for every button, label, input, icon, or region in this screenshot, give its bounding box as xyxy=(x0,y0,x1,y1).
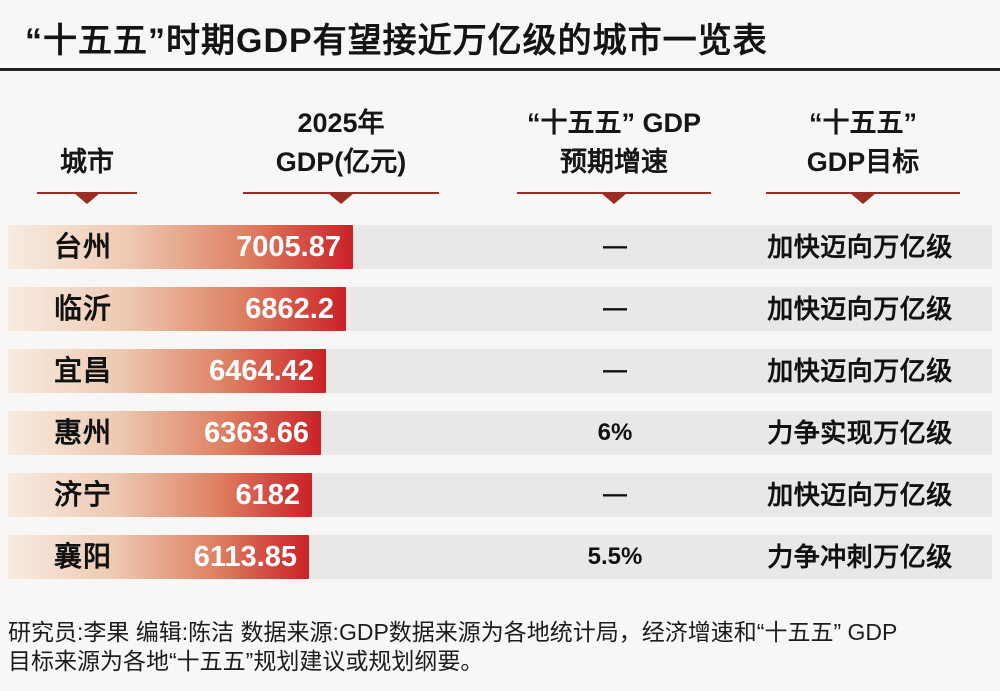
triangle-down-icon xyxy=(74,193,100,204)
row-target: 加快迈向万亿级 xyxy=(767,356,953,386)
column-header-target: “十五五” GDP目标 xyxy=(766,95,960,204)
triangle-down-icon xyxy=(850,193,876,204)
table-row: 台州 7005.87 — 加快迈向万亿级 xyxy=(8,225,992,269)
table-row: 宜昌 6464.42 — 加快迈向万亿级 xyxy=(8,349,992,393)
gdp-bar xyxy=(8,411,321,455)
row-city: 临沂 xyxy=(54,293,113,324)
triangle-down-icon xyxy=(328,193,354,204)
row-city: 宜昌 xyxy=(54,355,113,386)
gdp-bar xyxy=(8,225,353,269)
row-growth: — xyxy=(603,295,627,322)
title-divider xyxy=(0,68,1000,71)
row-target: 力争实现万亿级 xyxy=(767,418,953,448)
column-header-growth-label: “十五五” GDP 预期增速 xyxy=(526,108,702,177)
table-row: 襄阳 6113.85 5.5% 力争冲刺万亿级 xyxy=(8,535,992,579)
table-rows: 台州 7005.87 — 加快迈向万亿级 临沂 6862.2 — 加快迈向万亿级… xyxy=(8,225,992,597)
row-growth: — xyxy=(603,357,627,384)
table-row: 临沂 6862.2 — 加快迈向万亿级 xyxy=(8,287,992,331)
column-header-city-label: 城市 xyxy=(60,147,114,177)
page-title: “十五五”时期GDP有望接近万亿级的城市一览表 xyxy=(25,22,768,60)
row-growth: 6% xyxy=(597,419,633,446)
row-gdp: 6113.85 xyxy=(193,541,297,573)
row-gdp: 6363.66 xyxy=(204,417,309,449)
row-city: 惠州 xyxy=(54,417,113,448)
footer-credits: 研究员:李果 编辑:陈洁 数据来源:GDP数据来源为各地统计局，经济增速和“十五… xyxy=(8,618,992,676)
row-target: 加快迈向万亿级 xyxy=(767,232,953,262)
row-growth: — xyxy=(603,481,627,508)
row-city: 济宁 xyxy=(54,479,113,510)
gdp-bar xyxy=(8,349,326,393)
row-target: 加快迈向万亿级 xyxy=(767,480,953,510)
table-row: 济宁 6182 — 加快迈向万亿级 xyxy=(8,473,992,517)
gdp-bar xyxy=(8,287,346,331)
row-growth: 5.5% xyxy=(587,543,643,570)
row-target: 加快迈向万亿级 xyxy=(767,294,953,324)
column-header-growth: “十五五” GDP 预期增速 xyxy=(517,95,711,204)
footer-line-2: 目标来源为各地“十五五”规划建议或规划纲要。 xyxy=(8,648,484,674)
column-header-gdp: 2025年 GDP(亿元) xyxy=(243,95,439,204)
gdp-bar xyxy=(8,535,309,579)
column-header-gdp-label: 2025年 GDP(亿元) xyxy=(275,108,407,177)
row-gdp: 6182 xyxy=(235,479,300,511)
row-growth: — xyxy=(603,233,627,260)
row-gdp: 6464.42 xyxy=(209,355,314,387)
footer-line-1: 研究员:李果 编辑:陈洁 数据来源:GDP数据来源为各地统计局，经济增速和“十五… xyxy=(8,619,898,645)
row-city: 襄阳 xyxy=(54,541,113,572)
column-header-city: 城市 xyxy=(37,95,137,204)
triangle-down-icon xyxy=(601,193,627,204)
row-target: 力争冲刺万亿级 xyxy=(767,542,953,572)
row-gdp: 6862.2 xyxy=(245,293,334,325)
row-city: 台州 xyxy=(54,231,113,262)
table-row: 惠州 6363.66 6% 力争实现万亿级 xyxy=(8,411,992,455)
column-header-target-label: “十五五” GDP目标 xyxy=(806,108,920,177)
row-gdp: 7005.87 xyxy=(236,231,341,263)
gdp-bar xyxy=(8,473,312,517)
